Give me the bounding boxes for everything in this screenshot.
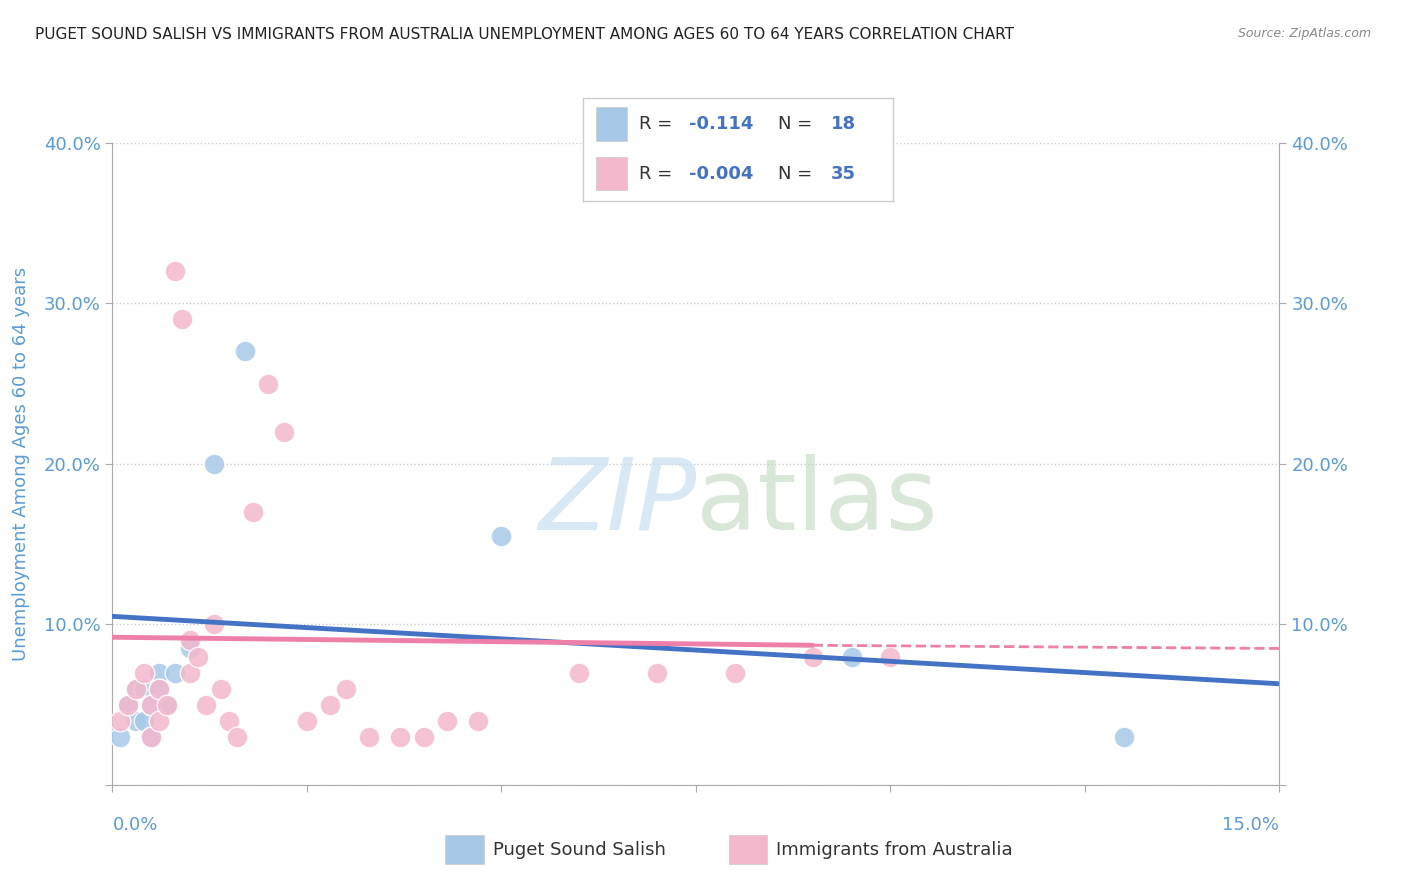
- Point: [879, 649, 901, 664]
- Point: [841, 649, 863, 664]
- Point: [568, 665, 591, 680]
- Text: 18: 18: [831, 115, 856, 133]
- Point: [257, 376, 280, 391]
- FancyBboxPatch shape: [596, 107, 627, 141]
- Point: [1112, 730, 1135, 744]
- Point: [132, 665, 155, 680]
- Point: [156, 698, 179, 712]
- Text: N =: N =: [779, 115, 818, 133]
- FancyBboxPatch shape: [728, 835, 768, 864]
- Point: [436, 714, 458, 728]
- Y-axis label: Unemployment Among Ages 60 to 64 years: Unemployment Among Ages 60 to 64 years: [11, 267, 30, 661]
- Point: [141, 698, 163, 712]
- Point: [163, 665, 186, 680]
- Text: Immigrants from Australia: Immigrants from Australia: [776, 840, 1012, 859]
- Point: [132, 714, 155, 728]
- Text: atlas: atlas: [696, 454, 938, 551]
- Point: [242, 505, 264, 519]
- Point: [412, 730, 434, 744]
- Text: R =: R =: [640, 115, 683, 133]
- Point: [117, 698, 139, 712]
- Point: [359, 730, 381, 744]
- Point: [467, 714, 489, 728]
- Text: R =: R =: [640, 164, 678, 183]
- Point: [110, 730, 132, 744]
- Point: [125, 714, 148, 728]
- Point: [179, 633, 201, 648]
- Text: -0.004: -0.004: [689, 164, 754, 183]
- Point: [202, 617, 225, 632]
- Point: [202, 457, 225, 471]
- Point: [724, 665, 747, 680]
- Text: ZIP: ZIP: [537, 454, 696, 551]
- Point: [141, 730, 163, 744]
- Point: [295, 714, 318, 728]
- Text: Source: ZipAtlas.com: Source: ZipAtlas.com: [1237, 27, 1371, 40]
- Text: PUGET SOUND SALISH VS IMMIGRANTS FROM AUSTRALIA UNEMPLOYMENT AMONG AGES 60 TO 64: PUGET SOUND SALISH VS IMMIGRANTS FROM AU…: [35, 27, 1014, 42]
- Point: [148, 665, 170, 680]
- Point: [389, 730, 412, 744]
- Text: 15.0%: 15.0%: [1222, 816, 1279, 834]
- Point: [132, 681, 155, 696]
- Point: [179, 641, 201, 656]
- Point: [273, 425, 295, 439]
- Text: 0.0%: 0.0%: [112, 816, 157, 834]
- Point: [335, 681, 357, 696]
- Text: 35: 35: [831, 164, 856, 183]
- Point: [148, 681, 170, 696]
- Point: [125, 681, 148, 696]
- Point: [801, 649, 824, 664]
- Point: [233, 344, 256, 359]
- Text: Puget Sound Salish: Puget Sound Salish: [492, 840, 665, 859]
- Point: [226, 730, 249, 744]
- Point: [148, 714, 170, 728]
- Point: [110, 714, 132, 728]
- Point: [645, 665, 668, 680]
- Point: [156, 698, 179, 712]
- Point: [319, 698, 342, 712]
- Text: -0.114: -0.114: [689, 115, 754, 133]
- Text: N =: N =: [779, 164, 818, 183]
- Point: [141, 730, 163, 744]
- Point: [141, 698, 163, 712]
- Point: [491, 529, 513, 543]
- FancyBboxPatch shape: [446, 835, 484, 864]
- Point: [148, 681, 170, 696]
- Point: [172, 312, 194, 326]
- Point: [187, 649, 209, 664]
- Point: [179, 665, 201, 680]
- Point: [218, 714, 240, 728]
- Point: [194, 698, 217, 712]
- Point: [209, 681, 232, 696]
- Point: [125, 681, 148, 696]
- Point: [163, 264, 186, 278]
- FancyBboxPatch shape: [596, 157, 627, 190]
- Point: [117, 698, 139, 712]
